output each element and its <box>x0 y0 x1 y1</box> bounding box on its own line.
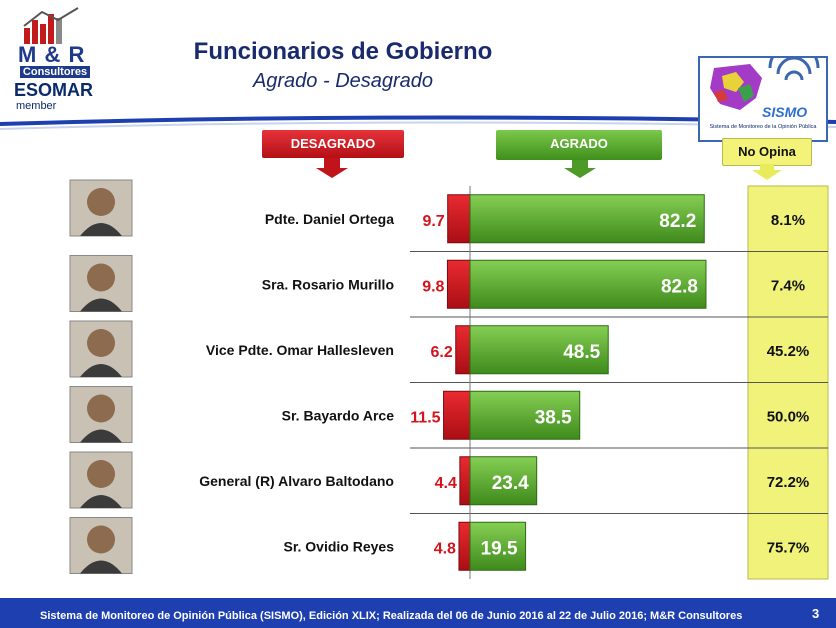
no-opina-value-label: 50.0% <box>767 408 810 425</box>
face-shape <box>87 525 115 554</box>
row-name-label: Sra. Rosario Murillo <box>262 276 394 292</box>
person-photo <box>69 255 133 312</box>
no-opina-value-label: 7.4% <box>771 277 805 294</box>
agrado-bar <box>469 325 609 375</box>
shoulders-shape <box>80 429 122 443</box>
desagrado-bar <box>459 456 471 506</box>
page-number: 3 <box>812 606 820 621</box>
shoulders-shape <box>80 495 122 508</box>
no-opina-value-label: 45.2% <box>767 343 810 360</box>
face-shape <box>87 263 115 292</box>
shoulders-shape <box>80 560 122 574</box>
no-opina-value-label: 75.7% <box>767 539 810 556</box>
no-opina-value-label: 72.2% <box>767 474 810 491</box>
sismo-wordmark: SISMO <box>762 104 808 120</box>
agrado-value-label: 23.4 <box>492 473 529 494</box>
logo-consultores-text: Consultores <box>20 66 90 78</box>
footer-source-text: Sistema de Monitoreo de Opinión Pública … <box>40 610 743 622</box>
sismo-caption: Sistema de Monitoreo de la Opinión Públi… <box>709 124 817 130</box>
desagrado-bar <box>446 259 471 309</box>
logo-mr-text: M & R <box>18 42 86 67</box>
row-name-label: Vice Pdte. Omar Hallesleven <box>206 342 394 358</box>
approval-chart: Pdte. Daniel Ortega 9.7 82.2 8.1% Sra. Rosar… <box>69 179 829 580</box>
header-arrows <box>316 158 782 180</box>
row-name-label: Sr. Bayardo Arce <box>282 407 395 423</box>
agrado-value-label: 48.5 <box>563 342 600 363</box>
agrado-header: AGRADO <box>496 130 662 160</box>
desagrado-bar <box>443 390 471 440</box>
face-shape <box>87 329 115 357</box>
face-shape <box>87 460 115 488</box>
desagrado-bar <box>455 325 471 375</box>
agrado-down-arrow-icon <box>564 160 596 178</box>
agrado-bar <box>469 521 527 571</box>
shoulders-shape <box>80 298 122 312</box>
sismo-logo: SISMO Sistema de Monitoreo de la Opinión… <box>698 56 828 142</box>
desagrado-value-label: 9.8 <box>422 278 444 295</box>
no-opina-value-label: 8.1% <box>771 212 805 229</box>
bar-graph-logo-icon <box>23 7 79 44</box>
desagrado-bar <box>447 194 471 244</box>
header-swoosh <box>0 115 836 130</box>
desagrado-value-label: 4.8 <box>434 540 456 557</box>
desagrado-down-arrow-icon <box>316 158 348 178</box>
agrado-value-label: 38.5 <box>535 407 572 428</box>
agrado-bar <box>469 456 538 506</box>
row-name-label: Sr. Ovidio Reyes <box>284 538 395 554</box>
person-photo <box>69 179 133 237</box>
member-text: member <box>16 100 57 112</box>
person-photo <box>69 517 133 574</box>
desagrado-value-label: 11.5 <box>410 409 440 426</box>
no-opina-down-arrow-icon <box>752 164 782 180</box>
person-photo <box>69 320 133 378</box>
desagrado-value-label: 9.7 <box>422 213 444 230</box>
agrado-value-label: 82.2 <box>659 211 696 232</box>
page-subtitle: Agrado - Desagrado <box>252 70 434 92</box>
agrado-bar <box>469 194 705 244</box>
agrado-value-label: 19.5 <box>481 538 518 559</box>
agrado-bar <box>469 259 707 309</box>
no-opina-header: No Opina <box>722 138 812 166</box>
agrado-value-label: 82.8 <box>661 276 698 297</box>
nicaragua-map-icon <box>710 58 820 110</box>
row-name-label: General (R) Alvaro Baltodano <box>199 473 394 489</box>
desagrado-bar <box>458 521 471 571</box>
face-shape <box>87 188 115 216</box>
desagrado-value-label: 6.2 <box>430 344 452 361</box>
mr-consultores-logo: M & R Consultores ESOMAR member <box>8 4 94 112</box>
shoulders-shape <box>80 223 122 236</box>
face-shape <box>87 394 115 423</box>
desagrado-header: DESAGRADO <box>262 130 404 158</box>
row-name-label: Pdte. Daniel Ortega <box>265 211 394 227</box>
desagrado-value-label: 4.4 <box>435 475 457 492</box>
agrado-bar <box>469 390 581 440</box>
shoulders-shape <box>80 364 122 377</box>
page-title: Funcionarios de Gobierno <box>193 38 493 65</box>
footer-bar <box>0 598 836 628</box>
person-photo <box>69 386 133 443</box>
person-photo <box>69 451 133 509</box>
esomar-text: ESOMAR <box>14 80 94 100</box>
